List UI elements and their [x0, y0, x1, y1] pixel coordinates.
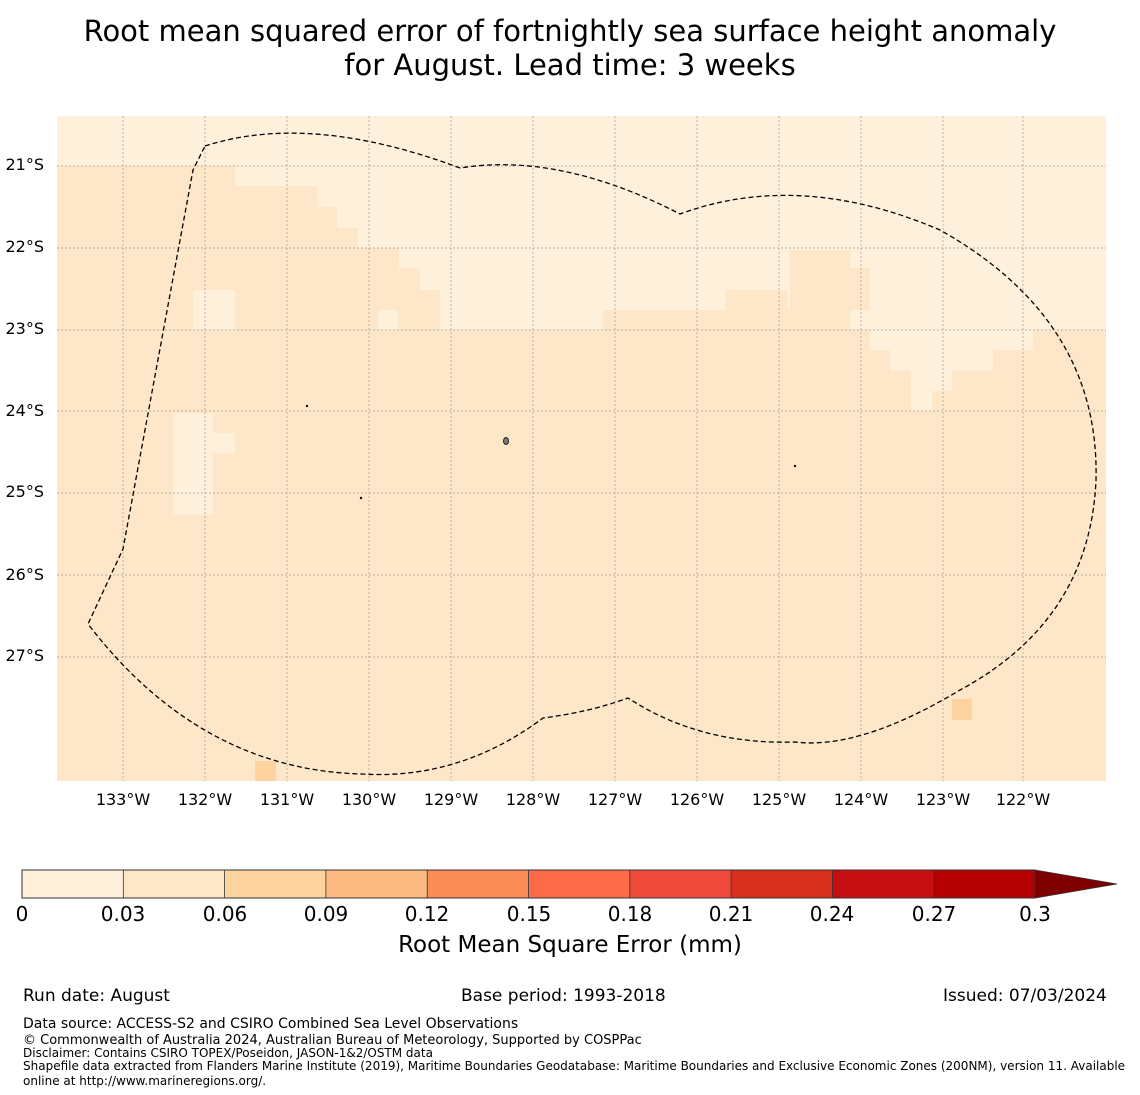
run-date: Run date: August — [23, 986, 170, 1006]
lat-label-21s: 21°S — [5, 155, 44, 174]
colorbar-extend-arrow — [1034, 869, 1118, 899]
lon-label-128w: 128°W — [505, 790, 561, 809]
colorbar-tick-4: 0.12 — [404, 902, 450, 926]
high-error-patch — [255, 699, 972, 781]
chart-title: Root mean squared error of fortnightly s… — [0, 14, 1140, 82]
lon-label-124w: 124°W — [833, 790, 889, 809]
lon-label-123w: 123°W — [915, 790, 971, 809]
lon-label-133w: 133°W — [95, 790, 151, 809]
colorbar-tick-3: 0.09 — [303, 902, 349, 926]
lat-label-23s: 23°S — [5, 319, 44, 338]
lat-label-25s: 25°S — [5, 482, 44, 501]
island-ducie — [793, 464, 797, 468]
colorbar-bin-9 — [933, 870, 1035, 898]
colorbar-bin-1 — [123, 870, 225, 898]
colorbar-tick-1: 0.03 — [100, 902, 146, 926]
island-pitcairn — [503, 437, 509, 445]
issued-date: Issued: 07/03/2024 — [943, 986, 1107, 1006]
data-source: Data source: ACCESS-S2 and CSIRO Combine… — [23, 1016, 519, 1032]
colorbar-tick-10: 0.3 — [1019, 902, 1051, 926]
colorbar-tick-0: 0 — [15, 902, 29, 926]
disclaimer: Disclaimer: Contains CSIRO TOPEX/Poseido… — [23, 1046, 433, 1060]
colorbar-bin-5 — [528, 870, 630, 898]
lon-label-122w: 122°W — [995, 790, 1051, 809]
colorbar-bin-3 — [325, 870, 428, 898]
lon-label-130w: 130°W — [341, 790, 397, 809]
copyright: © Commonwealth of Australia 2024, Austra… — [23, 1033, 642, 1048]
lon-label-131w: 131°W — [259, 790, 315, 809]
title-line-1: Root mean squared error of fortnightly s… — [83, 14, 1057, 48]
lat-label-22s: 22°S — [5, 237, 44, 256]
colorbar-outline — [21, 869, 1035, 899]
lon-label-126w: 126°W — [669, 790, 725, 809]
lon-label-129w: 129°W — [423, 790, 479, 809]
colorbar-bin-0 — [22, 870, 124, 898]
lat-label-27s: 27°S — [5, 646, 44, 665]
lon-label-132w: 132°W — [177, 790, 233, 809]
eez-boundary — [87, 132, 1097, 776]
colorbar-label: Root Mean Square Error (mm) — [398, 932, 742, 958]
colorbar-tick-8: 0.24 — [809, 902, 855, 926]
colorbar-tick-9: 0.27 — [911, 902, 957, 926]
island-henderson — [359, 496, 363, 500]
lat-label-24s: 24°S — [5, 401, 44, 420]
colorbar-bin-6 — [629, 870, 732, 898]
colorbar-bin-7 — [731, 870, 833, 898]
gridlines — [57, 116, 1106, 781]
colorbar-bin-4 — [427, 870, 529, 898]
colorbar-tick-5: 0.15 — [506, 902, 552, 926]
colorbar-bin-8 — [832, 870, 934, 898]
shapefile-credit: Shapefile data extracted from Flanders M… — [23, 1059, 1126, 1088]
lon-label-125w: 125°W — [751, 790, 807, 809]
map-panel — [57, 116, 1106, 781]
title-line-2: for August. Lead time: 3 weeks — [344, 48, 796, 82]
colorbar-bin-2 — [224, 870, 326, 898]
low-error-region — [57, 116, 1106, 515]
lon-label-127w: 127°W — [587, 790, 643, 809]
colorbar — [21, 869, 1118, 899]
mid-error-patch — [378, 250, 870, 330]
colorbar-tick-7: 0.21 — [708, 902, 754, 926]
base-period: Base period: 1993-2018 — [461, 986, 666, 1006]
island-oeno — [305, 404, 309, 408]
colorbar-tick-6: 0.18 — [607, 902, 653, 926]
colorbar-tick-2: 0.06 — [202, 902, 248, 926]
lat-label-26s: 26°S — [5, 565, 44, 584]
islands — [305, 404, 797, 500]
